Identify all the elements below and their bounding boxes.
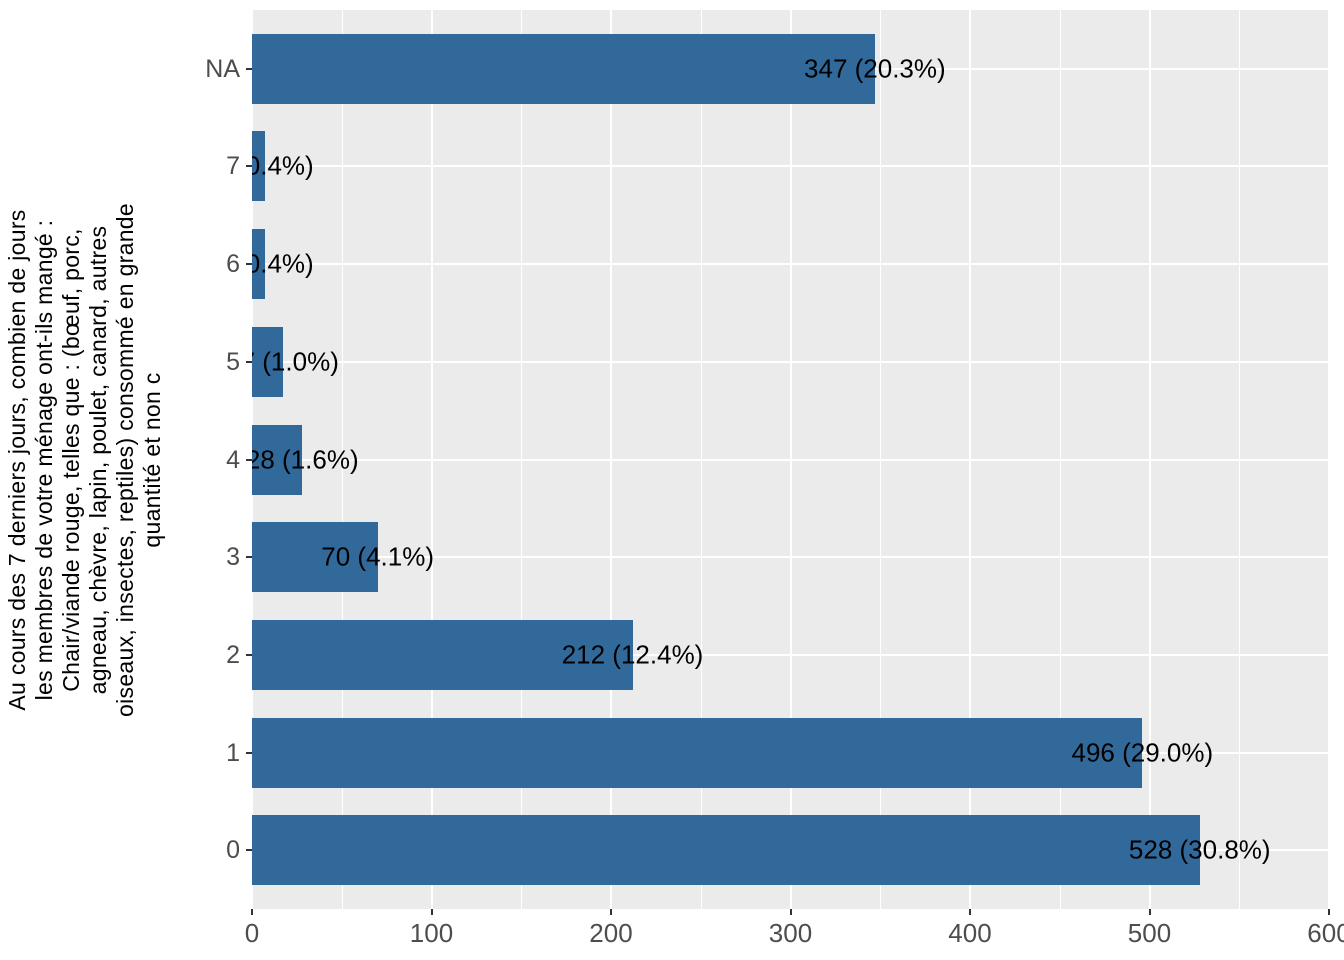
bar	[252, 131, 265, 202]
x-axis-tick-label: 600	[1307, 918, 1344, 948]
gridline-major-horizontal	[252, 165, 1329, 168]
y-axis-tick	[246, 556, 252, 559]
y-axis-tick	[246, 849, 252, 852]
y-axis-tick	[246, 67, 252, 70]
y-axis-tick	[246, 263, 252, 266]
x-axis-tick-label: 100	[409, 918, 454, 948]
plot-panel: 347 (20.3%) 7 (0.4%) 7 (0.4%) 17 (1.0%) 28 (…	[252, 10, 1329, 909]
y-axis-tick-label: 1	[226, 738, 240, 767]
bar	[252, 326, 283, 397]
gridline-major-horizontal	[252, 653, 1329, 656]
y-axis-tick	[246, 165, 252, 168]
x-axis-tick-label: 500	[1127, 918, 1172, 948]
bar	[252, 815, 1200, 886]
x-axis-tick	[789, 909, 792, 915]
bar	[252, 522, 378, 593]
x-axis-tick	[430, 909, 433, 915]
y-axis-tick	[246, 751, 252, 754]
gridline-major-horizontal	[252, 458, 1329, 461]
bar-value-label: 70 (4.1%)	[321, 541, 435, 572]
bar-value-label: 28 (1.6%)	[252, 444, 359, 474]
x-axis-tick-label: 400	[948, 918, 992, 948]
y-axis-tick-label: 0	[226, 836, 240, 865]
x-axis-tick	[251, 909, 253, 915]
bar-value-label: 496 (29.0%)	[1071, 737, 1214, 768]
x-axis-tick	[969, 909, 971, 915]
y-axis-tick	[246, 458, 252, 461]
x-axis-tick-label: 0	[244, 918, 260, 948]
y-axis-tick-label: 5	[226, 347, 240, 376]
bar-value-label: 212 (12.4%)	[561, 639, 704, 670]
y-axis-tick-label: 4	[226, 445, 240, 474]
x-axis-tick-label: 300	[768, 918, 813, 948]
bar-value-label: 17 (1.0%)	[252, 346, 339, 377]
bar	[252, 619, 633, 690]
x-axis-tick-label: 200	[589, 918, 633, 948]
bar	[252, 424, 303, 495]
y-axis-tick-label: 7	[226, 152, 240, 181]
y-axis-tick-label: 6	[226, 250, 240, 279]
y-axis-tick-label: 2	[226, 640, 240, 669]
bar-value-label: 528 (30.8%)	[1128, 834, 1271, 865]
bar-value-label: 7 (0.4%)	[252, 248, 314, 279]
gridline-major-horizontal	[252, 556, 1329, 559]
gridline-major-horizontal	[252, 263, 1329, 266]
y-axis-tick	[246, 653, 252, 656]
y-axis-tick-label: 3	[226, 543, 240, 572]
bar-value-label: 347 (20.3%)	[804, 53, 946, 84]
x-axis-tick	[1148, 909, 1151, 915]
y-axis-tick	[246, 360, 252, 363]
bar	[252, 229, 265, 300]
bar-value-label: 7 (0.4%)	[252, 150, 314, 181]
x-axis-tick	[1328, 909, 1330, 915]
bar	[252, 717, 1143, 788]
y-axis-tick-label: NA	[205, 54, 240, 83]
bar	[252, 33, 875, 104]
gridline-major-horizontal	[252, 360, 1329, 363]
x-axis-tick	[610, 909, 612, 915]
